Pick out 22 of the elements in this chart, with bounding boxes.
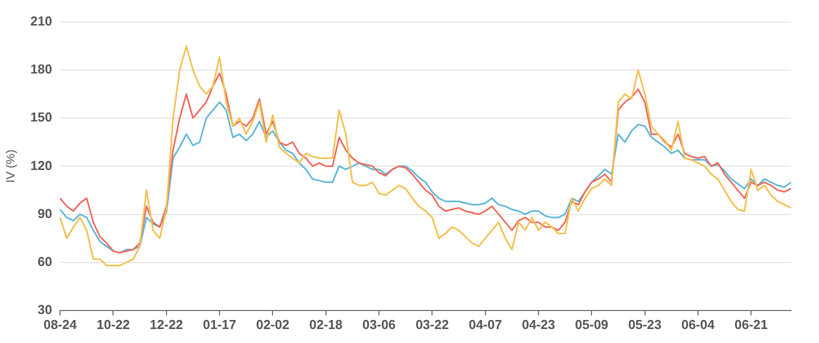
x-tick-label: 06-04 (681, 316, 716, 332)
x-tick-label: 02-18 (309, 316, 342, 332)
x-tick-label: 03-22 (416, 316, 449, 332)
x-tick-label: 10-22 (96, 316, 130, 332)
y-tick-label: 30 (38, 302, 52, 317)
x-tick-label: 12-22 (150, 316, 184, 332)
x-tick-label: 05-09 (575, 316, 608, 332)
x-tick-label: 01-17 (202, 316, 236, 332)
x-tick-label: 06-21 (734, 316, 768, 332)
y-tick-label: 210 (30, 14, 52, 29)
y-tick-label: 60 (38, 254, 52, 269)
y-tick-label: 180 (30, 62, 52, 77)
y-axis-title: IV (%) (4, 150, 18, 183)
y-tick-label: 150 (30, 110, 52, 125)
x-tick-label: 03-06 (362, 316, 396, 332)
x-tick-label: 08-24 (43, 316, 78, 332)
y-tick-label: 120 (30, 158, 52, 173)
y-tick-label: 90 (38, 206, 52, 221)
x-tick-label: 04-07 (468, 316, 502, 332)
x-tick-label: 02-02 (256, 316, 290, 332)
x-tick-label: 05-23 (628, 316, 662, 332)
x-tick-label: 04-23 (522, 316, 556, 332)
